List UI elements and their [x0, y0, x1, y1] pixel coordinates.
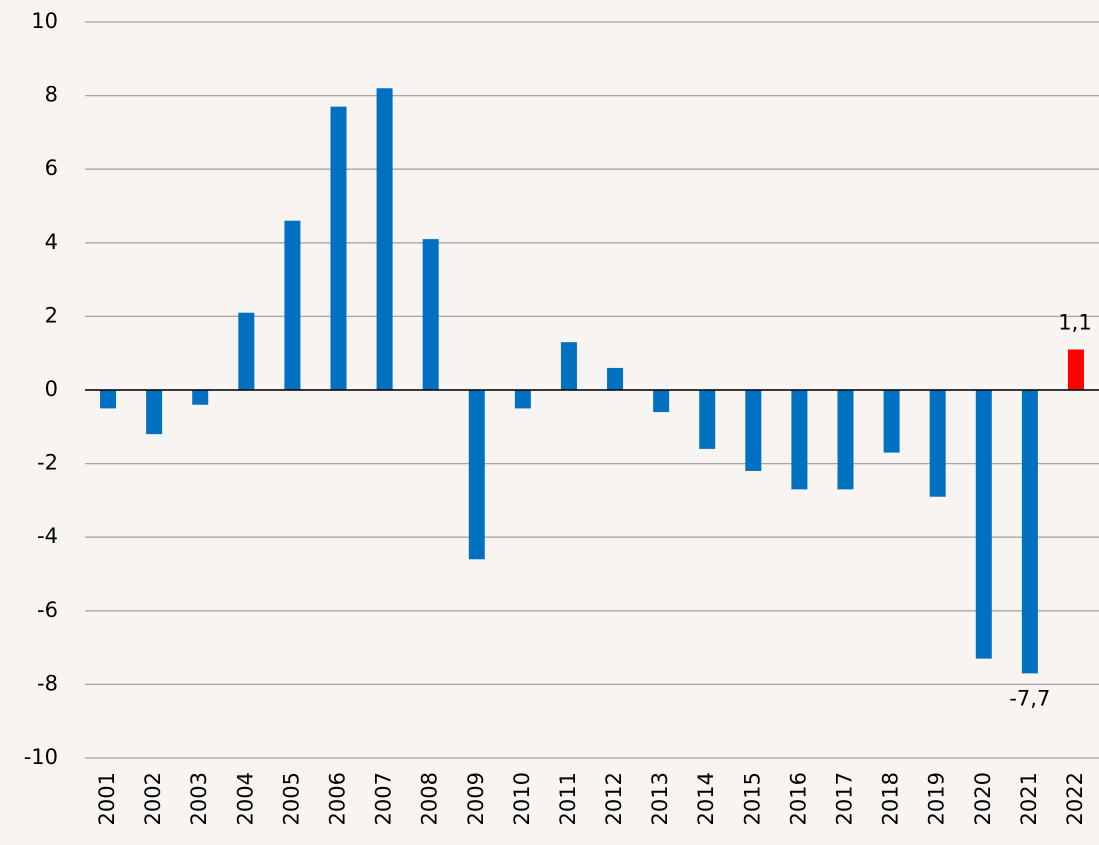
x-tick-label: 2014 [694, 772, 718, 825]
data-label: -7,7 [1009, 686, 1050, 710]
bar [929, 390, 946, 497]
y-tick-label: -6 [37, 598, 58, 622]
x-tick-label: 2015 [740, 772, 764, 825]
bar [607, 367, 624, 390]
y-tick-label: 10 [31, 9, 58, 33]
x-tick-label: 2009 [464, 772, 488, 825]
bar [100, 390, 117, 409]
bar [1067, 349, 1084, 390]
x-tick-label: 2020 [971, 772, 995, 825]
x-tick-label: 2007 [372, 772, 396, 825]
bar [238, 312, 255, 390]
y-tick-label: 6 [45, 156, 58, 180]
y-tick-label: -4 [37, 524, 58, 548]
bar [284, 220, 301, 390]
x-tick-label: 2012 [602, 772, 626, 825]
x-tick-label: 2002 [141, 772, 165, 825]
x-tick-label: 2016 [786, 772, 810, 825]
bar [146, 390, 163, 435]
bar [699, 390, 716, 449]
bar [745, 390, 762, 471]
y-tick-label: 0 [45, 377, 58, 401]
bar [468, 390, 485, 560]
x-tick-label: 2004 [233, 772, 257, 825]
y-tick-label: -10 [24, 745, 58, 769]
bar [376, 88, 393, 391]
x-tick-label: 2011 [556, 772, 580, 825]
bar [837, 390, 854, 490]
bar [883, 390, 900, 453]
data-label: 1,1 [1058, 311, 1091, 335]
y-tick-label: -8 [37, 671, 58, 695]
x-tick-label: 2021 [1017, 772, 1041, 825]
bar [791, 390, 808, 490]
y-tick-label: 8 [45, 83, 58, 107]
x-tick-label: 2018 [879, 772, 903, 825]
bar [514, 390, 531, 409]
x-tick-label: 2017 [833, 772, 857, 825]
y-tick-label: 2 [45, 303, 58, 327]
bar [653, 390, 670, 413]
x-tick-label: 2022 [1063, 772, 1087, 825]
bar [192, 390, 209, 405]
bar [975, 390, 992, 659]
x-tick-label: 2006 [326, 772, 350, 825]
bar [1021, 390, 1038, 674]
x-tick-label: 2008 [418, 772, 442, 825]
x-tick-label: 2005 [279, 772, 303, 825]
y-tick-label: 4 [45, 230, 58, 254]
bar [422, 239, 439, 390]
x-tick-label: 2001 [95, 772, 119, 825]
x-tick-label: 2003 [187, 772, 211, 825]
x-tick-label: 2019 [925, 772, 949, 825]
x-tick-label: 2010 [510, 772, 534, 825]
x-tick-label: 2013 [648, 772, 672, 825]
bar [560, 342, 577, 390]
y-tick-label: -2 [37, 451, 58, 475]
bar [330, 106, 347, 390]
